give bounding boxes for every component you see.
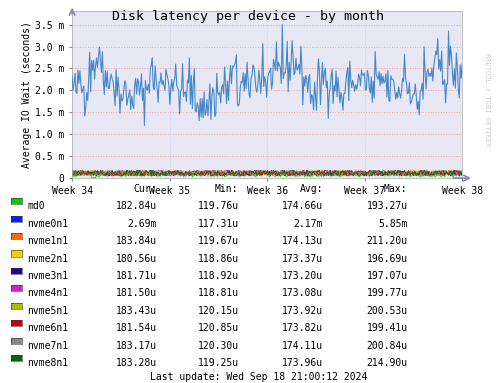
Text: 117.31u: 117.31u bbox=[197, 219, 239, 229]
Text: 173.82u: 173.82u bbox=[282, 323, 323, 333]
Text: 181.50u: 181.50u bbox=[115, 288, 157, 298]
Text: 2.17m: 2.17m bbox=[294, 219, 323, 229]
Text: 197.07u: 197.07u bbox=[366, 271, 408, 281]
Text: 118.81u: 118.81u bbox=[197, 288, 239, 298]
Text: 119.76u: 119.76u bbox=[197, 201, 239, 211]
Text: 196.69u: 196.69u bbox=[366, 254, 408, 264]
Text: 2.69m: 2.69m bbox=[127, 219, 157, 229]
Text: 118.92u: 118.92u bbox=[197, 271, 239, 281]
Text: nvme0n1: nvme0n1 bbox=[27, 219, 69, 229]
Text: 211.20u: 211.20u bbox=[366, 236, 408, 246]
Text: Last update: Wed Sep 18 21:00:12 2024: Last update: Wed Sep 18 21:00:12 2024 bbox=[150, 372, 367, 382]
Text: nvme8n1: nvme8n1 bbox=[27, 358, 69, 368]
Text: nvme6n1: nvme6n1 bbox=[27, 323, 69, 333]
Text: 214.90u: 214.90u bbox=[366, 358, 408, 368]
Text: 173.92u: 173.92u bbox=[282, 306, 323, 316]
Text: 120.85u: 120.85u bbox=[197, 323, 239, 333]
Text: 174.13u: 174.13u bbox=[282, 236, 323, 246]
Text: 183.43u: 183.43u bbox=[115, 306, 157, 316]
Text: 180.56u: 180.56u bbox=[115, 254, 157, 264]
Y-axis label: Average IO Wait (seconds): Average IO Wait (seconds) bbox=[22, 21, 32, 168]
Text: nvme2n1: nvme2n1 bbox=[27, 254, 69, 264]
Text: Disk latency per device - by month: Disk latency per device - by month bbox=[112, 10, 385, 23]
Text: 5.85m: 5.85m bbox=[378, 219, 408, 229]
Text: 199.77u: 199.77u bbox=[366, 288, 408, 298]
Text: 119.67u: 119.67u bbox=[197, 236, 239, 246]
Text: nvme4n1: nvme4n1 bbox=[27, 288, 69, 298]
Text: nvme5n1: nvme5n1 bbox=[27, 306, 69, 316]
Text: 200.53u: 200.53u bbox=[366, 306, 408, 316]
Text: Cur:: Cur: bbox=[133, 184, 157, 194]
Text: 183.28u: 183.28u bbox=[115, 358, 157, 368]
Text: nvme7n1: nvme7n1 bbox=[27, 341, 69, 351]
Text: 120.30u: 120.30u bbox=[197, 341, 239, 351]
Text: 183.84u: 183.84u bbox=[115, 236, 157, 246]
Text: 200.84u: 200.84u bbox=[366, 341, 408, 351]
Text: 119.25u: 119.25u bbox=[197, 358, 239, 368]
Text: 173.37u: 173.37u bbox=[282, 254, 323, 264]
Text: 183.17u: 183.17u bbox=[115, 341, 157, 351]
Text: 173.08u: 173.08u bbox=[282, 288, 323, 298]
Text: 120.15u: 120.15u bbox=[197, 306, 239, 316]
Text: Avg:: Avg: bbox=[300, 184, 323, 194]
Text: 174.66u: 174.66u bbox=[282, 201, 323, 211]
Text: Min:: Min: bbox=[215, 184, 239, 194]
Text: 193.27u: 193.27u bbox=[366, 201, 408, 211]
Text: nvme1n1: nvme1n1 bbox=[27, 236, 69, 246]
Text: 199.41u: 199.41u bbox=[366, 323, 408, 333]
Text: 118.86u: 118.86u bbox=[197, 254, 239, 264]
Text: 174.11u: 174.11u bbox=[282, 341, 323, 351]
Text: 182.84u: 182.84u bbox=[115, 201, 157, 211]
Text: RRDTOOL / TOBI OETIKER: RRDTOOL / TOBI OETIKER bbox=[484, 53, 490, 146]
Text: md0: md0 bbox=[27, 201, 45, 211]
Text: Max:: Max: bbox=[384, 184, 408, 194]
Text: 173.96u: 173.96u bbox=[282, 358, 323, 368]
Text: 173.20u: 173.20u bbox=[282, 271, 323, 281]
Text: 181.54u: 181.54u bbox=[115, 323, 157, 333]
Text: 181.71u: 181.71u bbox=[115, 271, 157, 281]
Text: nvme3n1: nvme3n1 bbox=[27, 271, 69, 281]
